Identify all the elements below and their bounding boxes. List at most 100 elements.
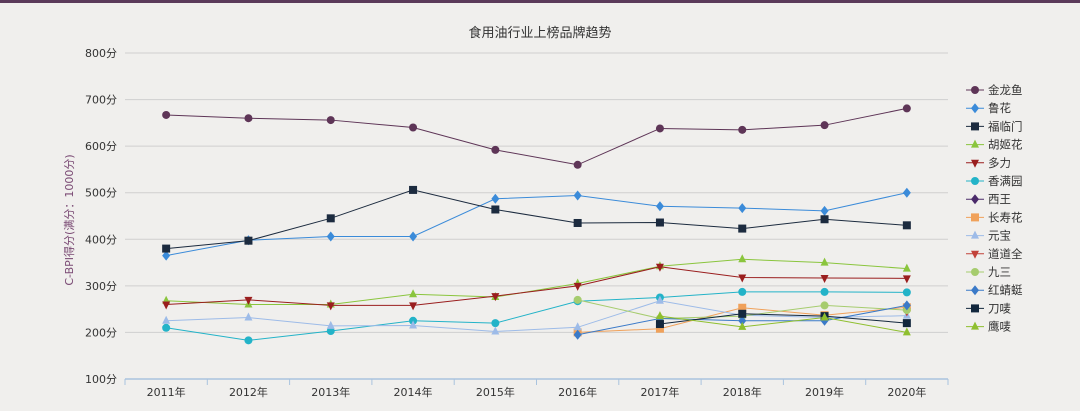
data-point xyxy=(655,201,664,212)
data-point xyxy=(326,214,335,223)
data-point xyxy=(655,311,664,320)
data-point xyxy=(491,293,500,302)
series-line xyxy=(166,192,907,257)
y-tick-label: 400分 xyxy=(85,233,117,246)
series-11 xyxy=(573,300,911,340)
data-point xyxy=(738,321,747,330)
legend-marker xyxy=(971,321,979,330)
data-point xyxy=(573,218,582,227)
data-point xyxy=(244,336,253,345)
legend-marker xyxy=(971,139,979,148)
series-line xyxy=(659,313,907,325)
series-line xyxy=(166,107,907,166)
data-point xyxy=(820,274,829,283)
x-tick-label: 2011年 xyxy=(147,385,186,399)
data-point xyxy=(902,221,911,230)
x-tick-label: 2020年 xyxy=(887,385,926,399)
legend-item: 道道全 xyxy=(966,247,1023,261)
data-point xyxy=(573,190,582,201)
legend-marker xyxy=(971,285,979,296)
legend-label: 长寿花 xyxy=(988,210,1023,224)
data-point xyxy=(820,205,829,216)
series-line xyxy=(166,258,907,305)
data-point xyxy=(655,218,664,227)
data-point xyxy=(738,303,747,312)
data-point xyxy=(902,275,911,284)
legend-marker xyxy=(971,159,979,168)
data-point xyxy=(820,257,829,266)
data-point xyxy=(902,263,911,272)
data-point xyxy=(326,302,335,311)
chart-title: 食用油行业上榜品牌趋势 xyxy=(468,25,611,41)
legend-item: 刀唛 xyxy=(966,301,1011,315)
data-point xyxy=(655,124,664,133)
y-tick-label: 700分 xyxy=(85,94,117,107)
data-point xyxy=(573,295,582,304)
x-tick-label: 2015年 xyxy=(476,385,515,399)
series-4 xyxy=(162,263,911,311)
legend-item: 香满园 xyxy=(966,174,1023,188)
data-point xyxy=(738,224,747,233)
data-point xyxy=(491,193,500,204)
series-3 xyxy=(162,254,911,308)
x-tick-label: 2013年 xyxy=(311,385,350,399)
legend-marker xyxy=(971,86,979,94)
x-tick-label: 2018年 xyxy=(723,385,762,399)
data-point xyxy=(655,263,664,272)
data-point xyxy=(409,231,418,242)
data-point xyxy=(820,121,829,130)
data-point xyxy=(491,326,500,335)
data-point xyxy=(573,282,582,291)
legend-marker xyxy=(971,122,979,131)
legend-item: 九三 xyxy=(966,265,1011,279)
legend-marker xyxy=(971,250,979,259)
x-tick-label: 2019年 xyxy=(805,385,844,399)
top-border xyxy=(0,0,1080,3)
data-point xyxy=(409,289,418,298)
series-line xyxy=(166,266,907,306)
legend-label: 鹰唛 xyxy=(988,320,1011,334)
series-0 xyxy=(162,104,911,169)
series-line xyxy=(166,291,907,341)
data-point xyxy=(738,309,747,318)
data-point xyxy=(902,104,911,113)
legend-item: 长寿花 xyxy=(966,210,1023,224)
data-point xyxy=(491,319,500,328)
data-point xyxy=(902,288,911,297)
data-point xyxy=(409,123,418,132)
data-point xyxy=(162,301,171,310)
data-point xyxy=(326,327,335,336)
y-tick-label: 300分 xyxy=(85,280,117,293)
legend-label: 福临门 xyxy=(988,119,1023,133)
y-tick-label: 200分 xyxy=(85,326,117,339)
data-point xyxy=(409,185,418,194)
data-point xyxy=(573,329,582,340)
data-point xyxy=(244,114,253,123)
data-point xyxy=(655,320,664,329)
legend-item: 福临门 xyxy=(966,119,1023,133)
legend-label: 西王 xyxy=(988,192,1011,206)
data-point xyxy=(738,203,747,214)
data-point xyxy=(738,125,747,134)
y-tick-label: 600分 xyxy=(85,140,117,153)
series-12 xyxy=(655,309,911,329)
data-point xyxy=(655,324,664,333)
data-point xyxy=(491,145,500,154)
data-point xyxy=(326,116,335,125)
data-point xyxy=(738,287,747,296)
data-point xyxy=(162,315,171,324)
x-tick-label: 2014年 xyxy=(394,385,433,399)
legend-item: 西王 xyxy=(966,192,1011,206)
legend-label: 道道全 xyxy=(988,247,1023,261)
legend-label: 香满园 xyxy=(988,174,1023,188)
data-point xyxy=(409,302,418,311)
legend-label: 鲁花 xyxy=(988,101,1011,115)
legend-marker xyxy=(971,194,979,205)
series-line xyxy=(166,189,907,250)
legend-marker xyxy=(971,103,979,114)
legend-item: 红蜻蜓 xyxy=(966,283,1023,297)
data-point xyxy=(573,322,582,331)
legend-label: 九三 xyxy=(988,265,1011,279)
data-point xyxy=(902,187,911,198)
